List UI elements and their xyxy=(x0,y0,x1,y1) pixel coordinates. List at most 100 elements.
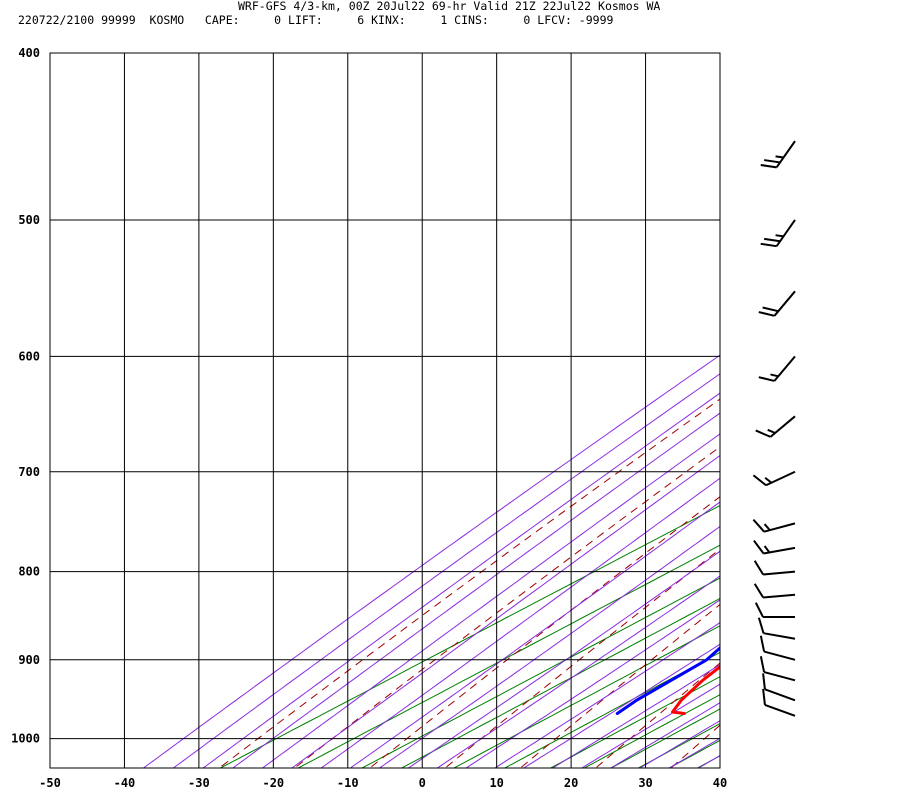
mixing-ratio-line xyxy=(453,625,720,768)
plot-border xyxy=(49,52,721,769)
moist-adiabat-line xyxy=(552,664,720,768)
moist-adiabat-line xyxy=(350,501,720,768)
wind-barb xyxy=(760,140,796,169)
wind-barb xyxy=(760,219,796,248)
wind-barb xyxy=(754,602,795,619)
wind-barb xyxy=(752,518,796,533)
wind-barb xyxy=(755,415,796,438)
wind-barb-half-feather xyxy=(764,476,773,484)
wind-barb-feather xyxy=(764,237,781,243)
x-axis-tick-labels: -50 -40 -30 -20 -10 0 10 20 30 40 xyxy=(39,776,727,790)
wind-barb-staff xyxy=(773,290,796,317)
x-tick-label: 10 xyxy=(489,776,503,790)
wind-barb xyxy=(757,617,796,640)
wind-barb-staff xyxy=(773,355,796,382)
wind-barb xyxy=(759,656,796,682)
pressure-tick-label: 800 xyxy=(18,565,40,579)
x-tick-label: 20 xyxy=(564,776,578,790)
wind-barb xyxy=(753,539,796,555)
moist-adiabat-line xyxy=(143,354,720,768)
wind-barb-feather xyxy=(753,560,764,575)
pressure-tick-label: 500 xyxy=(18,213,40,227)
wind-barb-feather xyxy=(752,518,765,533)
wind-barb xyxy=(758,355,796,382)
wind-barb-staff xyxy=(764,703,796,717)
wind-barbs xyxy=(752,140,796,717)
moist-adiabat-line xyxy=(523,643,720,768)
wind-barb-feather xyxy=(762,688,766,706)
x-tick-label: 30 xyxy=(638,776,652,790)
wind-barb xyxy=(759,635,796,661)
wind-barb-staff xyxy=(763,650,796,661)
mixing-ratio-line xyxy=(697,755,720,768)
x-tick-label: -40 xyxy=(114,776,136,790)
wind-barb-feather xyxy=(754,602,764,618)
wind-barb-feather xyxy=(760,242,777,248)
wind-barb xyxy=(753,583,796,599)
wind-barb xyxy=(758,290,796,317)
moist-adiabat-line xyxy=(698,754,720,768)
moist-adiabat-line xyxy=(408,550,720,768)
mixing-ratio-line xyxy=(584,694,720,768)
wind-barb xyxy=(762,688,796,717)
dewpoint-profile-line xyxy=(615,645,720,715)
wind-barb-feather xyxy=(753,539,765,555)
mixing-ratio-line xyxy=(361,577,720,768)
moist-adiabat-line xyxy=(320,477,720,768)
wind-barb-feather xyxy=(753,583,764,599)
wind-barb-half-feather xyxy=(763,545,771,554)
mixing-ratio-line xyxy=(297,544,720,768)
wind-barb-feather xyxy=(758,311,775,317)
mixing-ratio-line xyxy=(220,505,720,768)
moist-adiabat-line xyxy=(173,373,720,768)
x-tick-label: -30 xyxy=(188,776,210,790)
wind-barb xyxy=(753,560,796,576)
x-tick-label: -20 xyxy=(262,776,284,790)
x-tick-label: -50 xyxy=(39,776,61,790)
mixing-ratio-line xyxy=(401,597,720,768)
wind-barb-half-feather xyxy=(770,373,779,378)
sounding-profiles xyxy=(615,645,720,715)
dry-adiabat-line xyxy=(218,398,720,768)
wind-barb xyxy=(752,470,796,487)
wind-barb-feather xyxy=(762,673,766,690)
wind-barb-feather xyxy=(752,474,767,487)
wind-barb-half-feather xyxy=(775,155,784,159)
wind-barb-feather xyxy=(764,159,781,164)
x-tick-label: -10 xyxy=(337,776,359,790)
wind-barb-staff xyxy=(763,570,796,576)
wind-barb-half-feather xyxy=(767,428,776,434)
moist-adiabat-line xyxy=(379,525,720,768)
pressure-tick-label: 900 xyxy=(18,653,40,667)
dry-adiabat-line xyxy=(822,53,900,768)
moist-adiabat-line xyxy=(581,683,720,768)
grid-lines xyxy=(49,52,721,768)
wind-barb-feather xyxy=(755,429,771,438)
wind-barb-feather xyxy=(759,635,766,652)
moist-adiabat-line xyxy=(437,575,720,768)
moist-adiabat-line xyxy=(291,454,720,768)
chart-title: WRF-GFS 4/3-km, 00Z 20Jul22 69-hr Valid … xyxy=(238,0,661,13)
pressure-tick-label: 1000 xyxy=(11,732,40,746)
wind-barb-staff xyxy=(763,632,796,640)
moist-adiabat-line xyxy=(494,622,720,768)
wind-barb-half-feather xyxy=(775,234,784,238)
wind-barb xyxy=(762,673,796,702)
dry-adiabat-line xyxy=(294,446,720,768)
x-tick-label: 0 xyxy=(419,776,426,790)
wind-barb-staff xyxy=(765,470,796,487)
moist-adiabat-line xyxy=(262,433,720,768)
wind-barb-staff xyxy=(764,688,796,702)
wind-barb-staff xyxy=(775,219,796,247)
wind-barb-staff xyxy=(763,671,796,682)
dry-adiabat-line xyxy=(369,496,720,768)
wind-barb-half-feather xyxy=(763,523,771,531)
wind-barb-staff xyxy=(769,415,796,438)
dry-adiabat-line xyxy=(444,548,720,768)
wind-barb-feather xyxy=(759,656,766,673)
wind-barb-feather xyxy=(757,617,765,634)
pressure-tick-label: 600 xyxy=(18,349,40,363)
wind-barb-staff xyxy=(775,140,796,168)
wind-barb-feather xyxy=(760,163,777,169)
moist-adiabat-line xyxy=(202,392,720,768)
